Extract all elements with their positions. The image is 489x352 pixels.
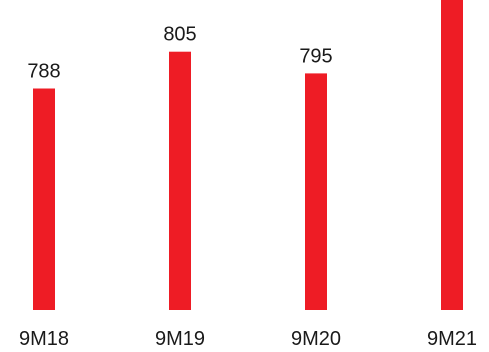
data-labels: 788805795861 [27,24,332,83]
x-tick-label-9m20: 9M20 [291,328,341,350]
bar-series [33,0,463,311]
x-tick-label-9m19: 9M19 [155,328,205,350]
data-label-9m19: 805 [163,24,196,46]
x-tick-label-9m21: 9M21 [427,328,477,350]
bar-9m20 [305,73,327,311]
bar-9m18 [33,88,55,310]
x-axis-tick-labels: 9M18 9M19 9M20 9M21 [19,328,477,350]
data-label-9m20: 795 [299,45,332,67]
bar-9m21 [441,0,463,310]
data-label-9m18: 788 [27,61,60,83]
bar-9m19 [169,51,191,310]
x-tick-label-9m18: 9M18 [19,328,69,350]
